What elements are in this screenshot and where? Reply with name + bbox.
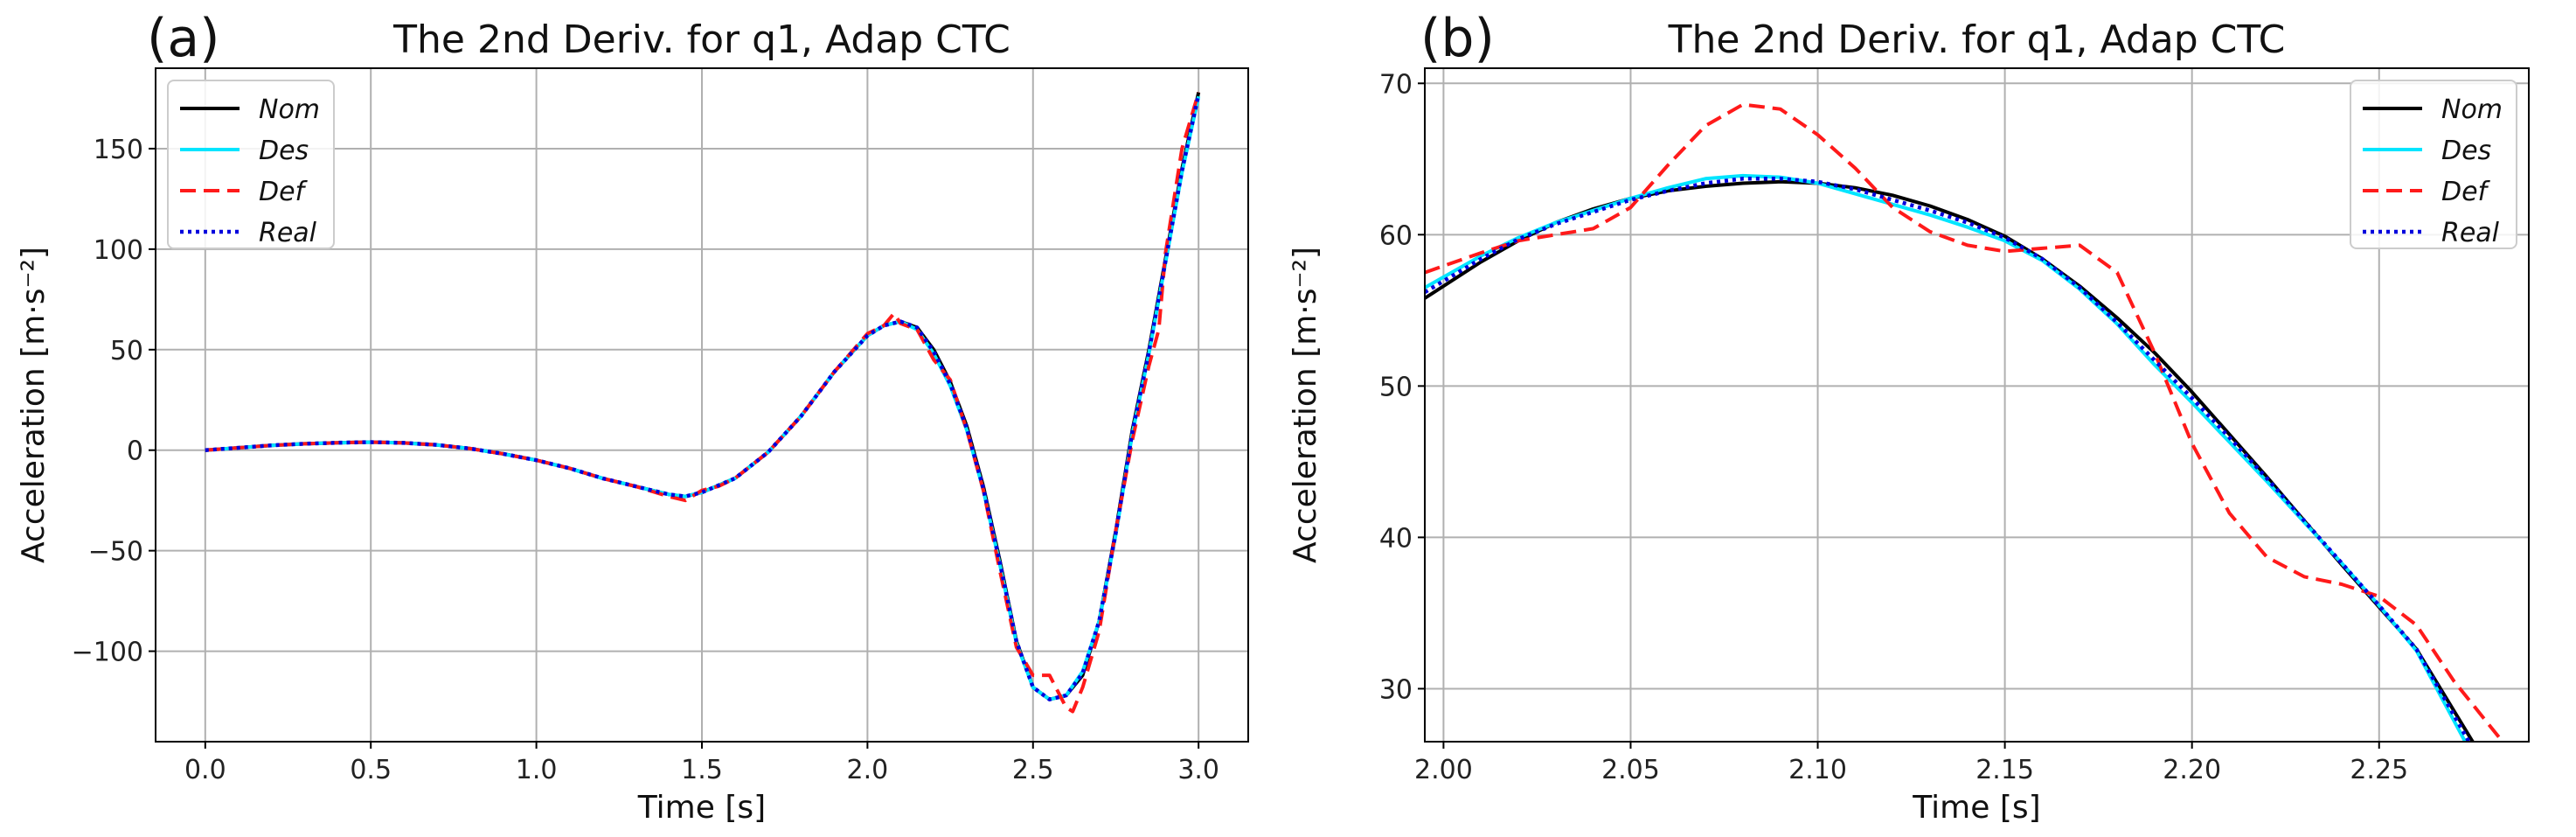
x-tick-label: 2.20	[2163, 755, 2221, 785]
series-line-def	[1425, 102, 2504, 742]
x-tick-label: 2.10	[1788, 755, 1847, 785]
x-tick-label: 0.5	[350, 755, 392, 785]
series-line-real	[1425, 177, 2471, 742]
series-group	[1425, 102, 2504, 742]
y-tick-label: 150	[94, 135, 143, 165]
x-axis-label: Time [s]	[637, 790, 766, 826]
y-axis-label: Acceleration [m·s⁻²]	[1288, 247, 1323, 563]
y-tick-label: 50	[1379, 372, 1413, 402]
x-tick-label: 1.5	[681, 755, 723, 785]
chart-title: The 2nd Deriv. for q1, Adap CTC	[392, 17, 1010, 62]
legend-box	[167, 80, 335, 249]
y-tick-label: 60	[1379, 220, 1413, 251]
y-axis-label: Acceleration [m·s⁻²]	[16, 247, 52, 563]
x-tick-label: 1.0	[516, 755, 558, 785]
y-tick-label: 0	[127, 436, 143, 467]
series-group	[205, 92, 1201, 714]
series-line-real	[205, 94, 1201, 701]
x-tick-label: 2.25	[2350, 755, 2408, 785]
x-tick-label: 2.00	[1414, 755, 1473, 785]
x-tick-label: 2.15	[1975, 755, 2034, 785]
legend: Nom Des Def Real	[167, 80, 335, 249]
y-tick-label: 40	[1379, 523, 1413, 554]
y-tick-label: −50	[88, 537, 143, 568]
chart-panel-0: 0.0 0.5 1.0 1.5 2.0 2.5 3.0 −100 −50 0 50 100 150 The…	[16, 8, 1249, 826]
y-tick-label: −100	[72, 638, 143, 668]
series-line-nom	[1425, 179, 2475, 742]
panel-label: (b)	[1420, 8, 1495, 69]
legend-label-nom: Nom	[259, 94, 320, 125]
legend-label-des: Des	[259, 136, 309, 166]
y-tick-label: 50	[110, 336, 143, 366]
legend-label-des: Des	[2441, 136, 2491, 166]
legend-label-def: Def	[259, 177, 309, 207]
legend: Nom Des Def Real	[2350, 80, 2517, 249]
chart-title: The 2nd Deriv. for q1, Adap CTC	[1668, 17, 2286, 62]
series-line-des	[1425, 173, 2467, 742]
series-line-def	[205, 92, 1201, 714]
y-tick-label: 100	[94, 235, 143, 266]
legend-label-nom: Nom	[2441, 94, 2503, 125]
x-tick-label: 0.0	[184, 755, 226, 785]
legend-box	[2350, 80, 2517, 249]
x-tick-label: 2.5	[1012, 755, 1054, 785]
x-tick-label: 2.0	[847, 755, 889, 785]
legend-label-real: Real	[259, 218, 317, 248]
legend-label-real: Real	[2441, 218, 2500, 248]
x-tick-label: 3.0	[1177, 755, 1219, 785]
y-tick-label: 30	[1379, 674, 1413, 705]
y-tick-label: 70	[1379, 69, 1413, 100]
panel-label: (a)	[147, 8, 220, 69]
chart-panel-1: 2.00 2.05 2.10 2.15 2.20 2.25 30 40 50 60 70 The 2n…	[1288, 8, 2530, 826]
legend-label-def: Def	[2441, 177, 2491, 207]
x-tick-label: 2.05	[1601, 755, 1660, 785]
x-axis-label: Time [s]	[1912, 790, 2040, 826]
plot-frame	[1424, 67, 2530, 743]
